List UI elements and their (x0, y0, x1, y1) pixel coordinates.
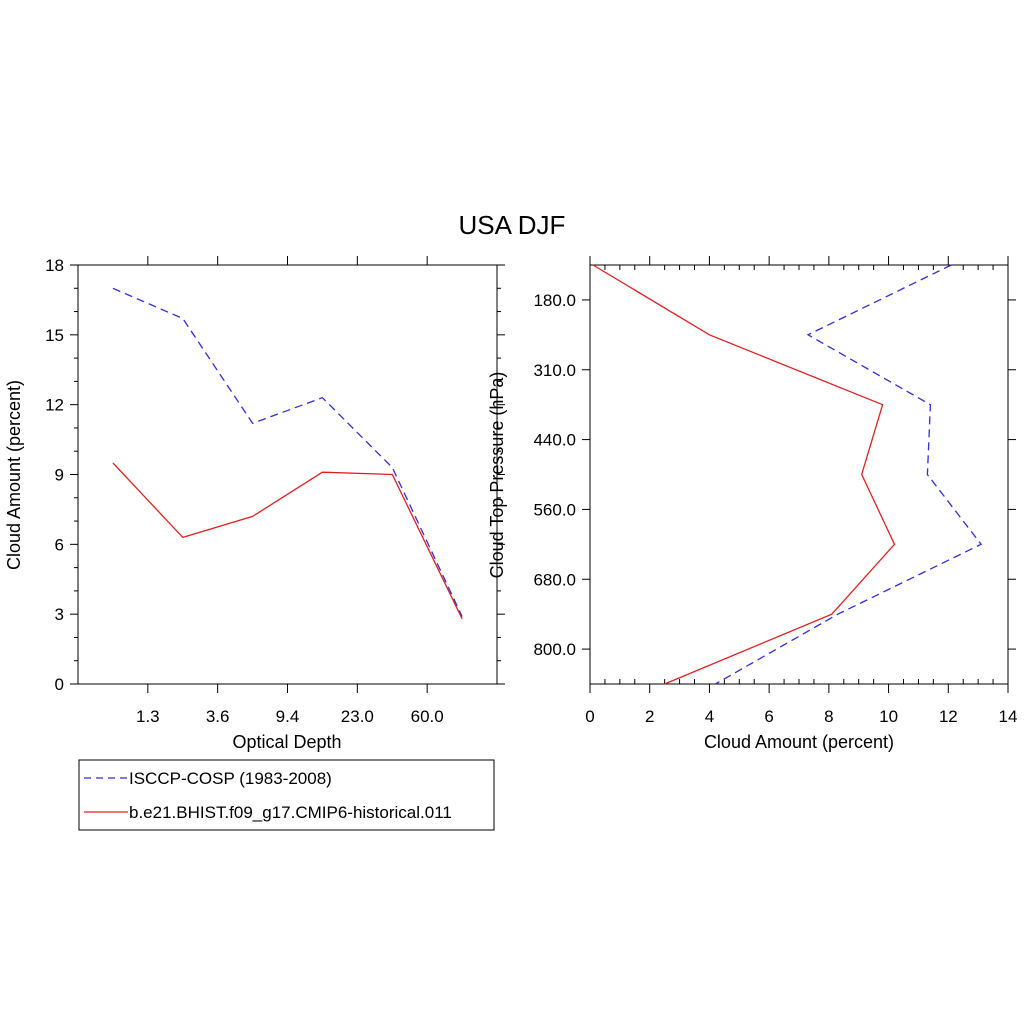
right-x-tick-label: 0 (585, 707, 594, 726)
left-y-tick-label: 6 (55, 535, 64, 554)
right-x-tick-label: 4 (705, 707, 714, 726)
right-y-tick-label: 180.0 (533, 291, 576, 310)
right-y-tick-label: 680.0 (533, 570, 576, 589)
left-x-tick-label: 9.4 (276, 707, 300, 726)
right-y-tick-label: 800.0 (533, 640, 576, 659)
left-y-tick-label: 3 (55, 605, 64, 624)
left-x-tick-label: 60.0 (411, 707, 444, 726)
left-series-obs-line (112, 287, 463, 617)
left-y-tick-label: 12 (45, 396, 64, 415)
left-x-tick-label: 3.6 (206, 707, 230, 726)
right-x-tick-label: 10 (879, 707, 898, 726)
left-y-tick-label: 18 (45, 256, 64, 275)
left-y-tick-label: 9 (55, 466, 64, 485)
legend-box (78, 759, 495, 831)
right-panel: 0 2 4 6 8 10 12 14 180.0 310.0 440.0 560.0 680.0 800.… (487, 256, 1017, 752)
right-x-tick-label: 8 (824, 707, 833, 726)
left-panel: 0 3 6 9 12 15 18 1.3 3.6 9.4 23.0 60.0 Optical Depth… (4, 256, 505, 752)
right-y-tick-label: 310.0 (533, 361, 576, 380)
chart-title: USA DJF (459, 210, 566, 240)
legend: ISCCP-COSP (1983-2008) b.e21.BHIST.f09_g… (78, 759, 495, 831)
right-x-tick-label: 12 (939, 707, 958, 726)
right-x-tick-label: 14 (999, 707, 1018, 726)
right-series-obs-line (715, 264, 983, 685)
left-y-tick-label: 0 (55, 675, 64, 694)
left-y-tick-label: 15 (45, 326, 64, 345)
right-xlabel: Cloud Amount (percent) (704, 732, 894, 752)
legend-label-model: b.e21.BHIST.f09_g17.CMIP6-historical.011 (129, 803, 452, 822)
left-series-model-line (112, 462, 463, 620)
right-series-model-line (592, 264, 896, 685)
left-xlabel: Optical Depth (232, 732, 341, 752)
right-ylabel: Cloud Top Pressure (hPa) (487, 372, 507, 579)
left-plot-frame (77, 264, 498, 685)
left-ylabel: Cloud Amount (percent) (4, 380, 24, 570)
legend-label-obs: ISCCP-COSP (1983-2008) (129, 769, 332, 788)
left-x-tick-label: 23.0 (341, 707, 374, 726)
right-x-tick-label: 6 (764, 707, 773, 726)
right-y-tick-label: 440.0 (533, 431, 576, 450)
right-x-tick-label: 2 (645, 707, 654, 726)
right-plot-frame (589, 264, 1009, 685)
left-x-tick-label: 1.3 (136, 707, 160, 726)
right-y-tick-label: 560.0 (533, 500, 576, 519)
